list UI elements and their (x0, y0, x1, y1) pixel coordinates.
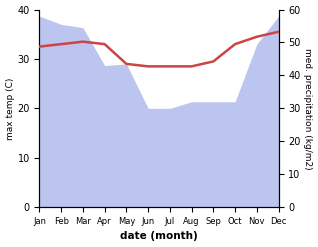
Y-axis label: med. precipitation (kg/m2): med. precipitation (kg/m2) (303, 48, 313, 169)
X-axis label: date (month): date (month) (120, 231, 198, 242)
Y-axis label: max temp (C): max temp (C) (5, 77, 15, 140)
